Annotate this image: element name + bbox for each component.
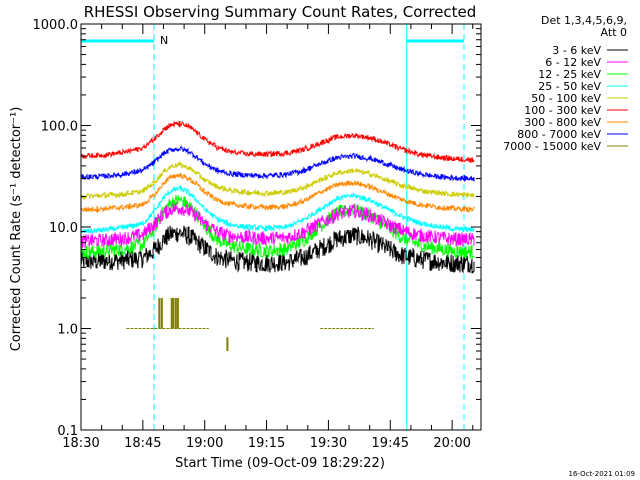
plot-area: N [80, 24, 475, 430]
series-line [80, 201, 475, 249]
x-tick-label: 19:00 [186, 436, 223, 451]
y-tick-label: 1.0 [57, 323, 78, 338]
x-tick-label: 18:45 [124, 436, 161, 451]
legend-header: Det 1,3,4,5,6,9, [541, 14, 627, 27]
x-tick-label: 19:15 [248, 436, 285, 451]
legend-header: Att 0 [601, 26, 627, 39]
event-spike [158, 297, 161, 329]
series-line [80, 144, 475, 183]
y-tick-label: 100.0 [41, 120, 78, 135]
night-marker: N [160, 34, 168, 47]
y-tick-label: 10.0 [49, 221, 78, 236]
legend-label: 300 - 800 keV [524, 116, 601, 129]
legend-label: 50 - 100 keV [531, 92, 601, 105]
y-tick-label: 0.1 [57, 424, 78, 439]
legend-label: 7000 - 15000 keV [503, 140, 601, 153]
series-line [80, 173, 475, 214]
legend-label: 12 - 25 keV [538, 68, 601, 81]
event-spike [160, 297, 163, 329]
y-tick-label: 1000.0 [33, 18, 79, 33]
event-spike [172, 297, 175, 329]
series-line [80, 161, 475, 201]
x-tick-label: 19:45 [372, 436, 409, 451]
event-spike [170, 297, 173, 329]
x-tick-label: 18:30 [62, 436, 99, 451]
y-axis-label: Corrected Count Rate (s⁻¹ detector⁻¹) [9, 107, 24, 352]
x-axis-label: Start Time (09-Oct-09 18:29:22) [175, 456, 385, 471]
event-spike [174, 297, 177, 329]
series-line [80, 120, 475, 164]
legend-label: 3 - 6 keV [552, 44, 601, 57]
chart-title: RHESSI Observing Summary Count Rates, Co… [84, 3, 477, 21]
x-tick-label: 20:00 [433, 436, 470, 451]
legend-label: 6 - 12 keV [545, 56, 601, 69]
legend-label: 800 - 7000 keV [517, 128, 601, 141]
series-line [80, 184, 475, 235]
legend-label: 100 - 300 keV [524, 104, 601, 117]
axes: 0.1 1.0 10.0 100.0 1000.0 18:30 18:45 19:00 19:1… [33, 18, 482, 451]
x-tick-label: 19:30 [310, 436, 347, 451]
legend-label: 25 - 50 keV [538, 80, 601, 93]
timestamp: 16-Oct-2021 01:09 [569, 470, 635, 478]
event-spike [176, 297, 179, 329]
series-line [80, 225, 475, 274]
